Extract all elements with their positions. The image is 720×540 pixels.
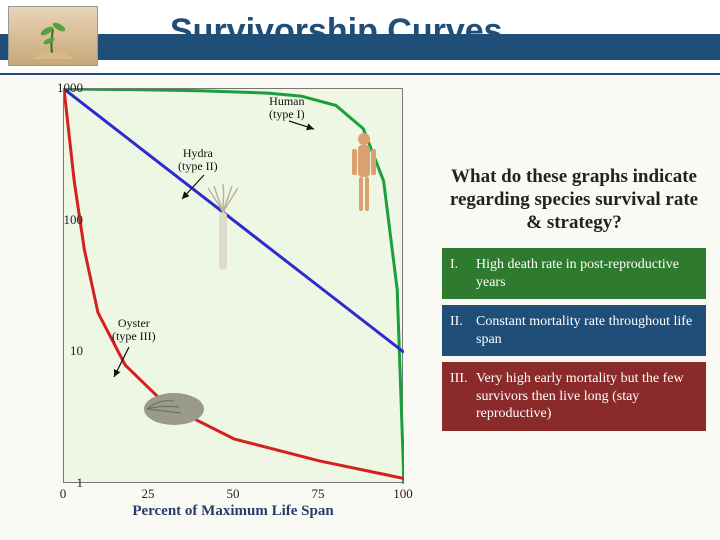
label-type2-line2: (type II) <box>178 159 218 173</box>
xtick: 100 <box>393 486 413 502</box>
xtick: 0 <box>60 486 67 502</box>
label-type3-line2: (type III) <box>112 329 156 343</box>
xtick: 25 <box>142 486 155 502</box>
x-axis-label: Percent of Maximum Life Span <box>63 503 403 520</box>
label-type1-line2: (type I) <box>269 107 305 121</box>
answer-3-text: Very high early mortality but the few su… <box>476 370 698 423</box>
answer-3: III. Very high early mortality but the f… <box>442 362 706 431</box>
label-type2: Hydra (type II) <box>178 147 218 172</box>
label-type3: Oyster (type III) <box>112 317 156 342</box>
question-text: What do these graphs indicate regarding … <box>438 166 710 234</box>
page-title: Survivorship Curves <box>170 12 503 51</box>
content: Survival per Thousand Hum <box>0 80 720 540</box>
xtick: 75 <box>312 486 325 502</box>
oyster-icon <box>139 379 209 429</box>
chart: Survival per Thousand Hum <box>8 88 428 528</box>
ytick: 1000 <box>57 80 83 96</box>
xtick: 50 <box>227 486 240 502</box>
ytick: 1 <box>77 475 84 491</box>
plot-area: Human (type I) Hydra (type II) Oyster (t… <box>63 88 403 483</box>
answer-2-num: II. <box>450 313 476 331</box>
right-column: What do these graphs indicate regarding … <box>438 166 710 437</box>
human-icon <box>344 129 384 229</box>
header: Survivorship Curves <box>0 0 720 75</box>
ytick: 100 <box>64 212 84 228</box>
answer-3-num: III. <box>450 370 476 388</box>
label-type1: Human (type I) <box>269 95 305 120</box>
answer-1-text: High death rate in post-reproductive yea… <box>476 256 698 291</box>
answer-2: II. Constant mortality rate throughout l… <box>442 305 706 356</box>
answer-1: I. High death rate in post-reproductive … <box>442 248 706 299</box>
answer-2-text: Constant mortality rate throughout life … <box>476 313 698 348</box>
hydra-icon <box>202 184 244 274</box>
answer-1-num: I. <box>450 256 476 274</box>
ytick: 10 <box>70 343 83 359</box>
plant-image <box>8 6 98 66</box>
